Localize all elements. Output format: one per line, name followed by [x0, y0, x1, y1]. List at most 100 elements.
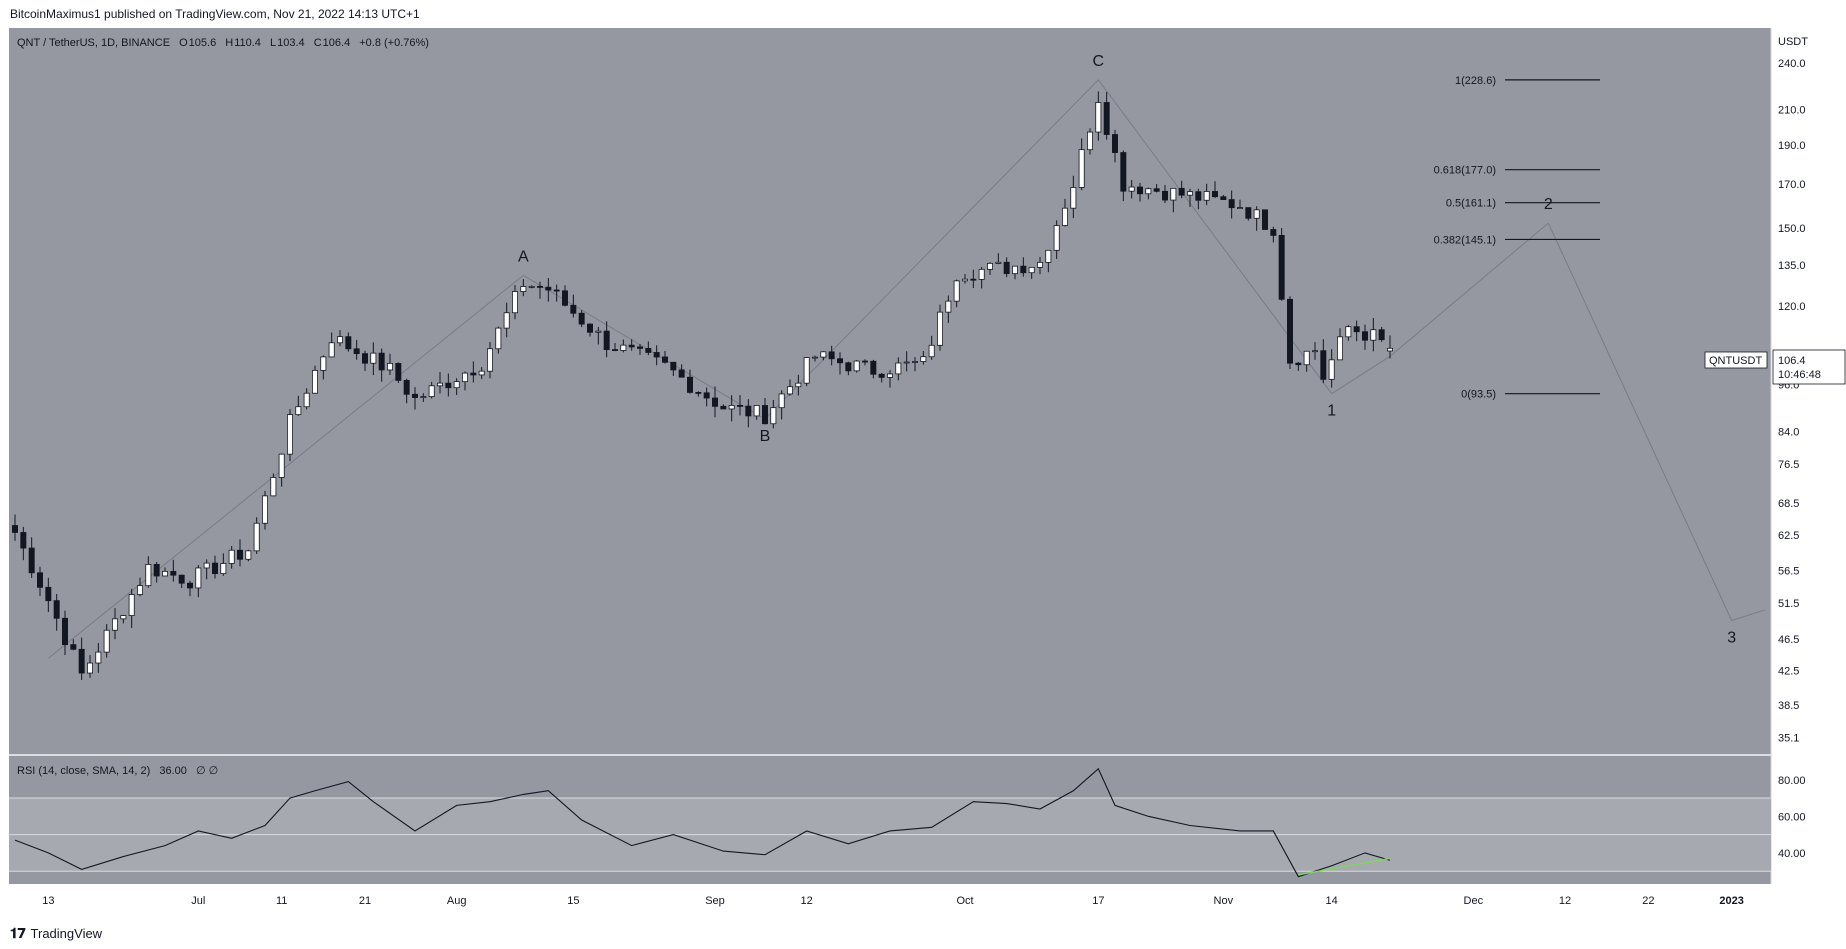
legend-high: 110.4 — [234, 37, 261, 49]
candle — [278, 453, 285, 487]
time-tick: Aug — [447, 895, 467, 907]
candle — [95, 643, 102, 673]
candle — [487, 341, 493, 379]
candle — [170, 559, 177, 582]
candle — [937, 304, 943, 351]
candle — [953, 279, 960, 308]
price-tick: 68.5 — [1778, 498, 1799, 510]
candle — [1345, 325, 1352, 341]
price-tick: 170.0 — [1778, 179, 1806, 191]
candle — [820, 351, 827, 361]
time-tick: 15 — [567, 895, 579, 907]
candle — [1145, 187, 1152, 200]
candle — [1112, 129, 1118, 163]
fib-label: 0(93.5) — [1461, 389, 1496, 401]
price-tick: 42.5 — [1778, 665, 1799, 677]
time-tick: Jul — [191, 895, 205, 907]
candle — [770, 400, 777, 429]
candle — [395, 362, 402, 383]
candle — [553, 284, 560, 302]
price-tick: 210.0 — [1778, 105, 1806, 117]
tradingview-logo[interactable]: 𝟏𝟳 TradingView — [10, 925, 102, 942]
candle — [1070, 175, 1077, 219]
candle — [862, 359, 868, 366]
main-pane[interactable] — [9, 28, 1771, 754]
candle — [1362, 324, 1368, 350]
time-tick: 11 — [276, 895, 287, 907]
time-tick: 13 — [42, 895, 54, 907]
candle — [962, 274, 968, 284]
candle — [412, 387, 418, 410]
candle — [187, 580, 193, 597]
candle — [137, 577, 143, 597]
candle — [837, 352, 843, 375]
rsi-series — [14, 767, 1391, 878]
price-tick: 62.5 — [1778, 530, 1799, 542]
candle — [595, 326, 602, 345]
candle — [320, 355, 327, 380]
candle — [1237, 199, 1243, 209]
candle — [262, 490, 268, 530]
candle — [978, 266, 985, 289]
candle — [470, 361, 477, 383]
time-tick: 14 — [1326, 895, 1338, 907]
candle — [12, 514, 18, 541]
candle — [787, 379, 793, 396]
candle — [1270, 226, 1277, 243]
price-tick: 190.0 — [1778, 140, 1806, 152]
candle — [678, 364, 685, 378]
rsi-ticks: 80.00 60.00 40.00 — [1778, 775, 1806, 860]
time-tick: Dec — [1464, 895, 1484, 907]
candle — [570, 294, 577, 318]
candle — [1212, 181, 1218, 198]
candle — [920, 351, 927, 365]
price-axis[interactable] — [1772, 28, 1846, 918]
candle — [462, 371, 468, 391]
candle — [1003, 257, 1010, 278]
candle — [945, 295, 952, 323]
candle — [428, 381, 435, 399]
candle — [53, 594, 60, 631]
candle — [178, 574, 185, 588]
price-tag-box — [1772, 349, 1846, 385]
symbol-tag: QNTUSDT — [1709, 355, 1762, 367]
fib-layer: 1(228.6) 0.618(177.0) 0.5(161.1) 0.382(145.… — [1434, 75, 1600, 401]
candle — [162, 567, 168, 577]
candle — [728, 395, 735, 422]
candle — [995, 253, 1002, 265]
candles-layer — [12, 91, 1393, 680]
rsi-tick: 60.00 — [1778, 811, 1806, 823]
wave-label-C: C — [1093, 53, 1105, 70]
price-tick: 35.1 — [1778, 733, 1799, 745]
candle — [20, 526, 27, 561]
candle — [612, 343, 618, 352]
time-axis[interactable] — [9, 884, 1771, 918]
price-tick: 46.5 — [1778, 634, 1799, 646]
candle — [312, 365, 318, 394]
candle — [545, 278, 552, 302]
candle — [845, 361, 852, 376]
footer: 𝟏𝟳 TradingView — [0, 918, 1846, 949]
candle — [1353, 320, 1360, 342]
chart-area[interactable]: 1(228.6) 0.618(177.0) 0.5(161.1) 0.382(145.… — [0, 28, 1846, 918]
candle — [1245, 207, 1252, 221]
candle — [287, 409, 293, 462]
candle — [103, 624, 110, 658]
price-tick: 38.5 — [1778, 700, 1799, 712]
candle — [712, 386, 718, 418]
candle — [203, 559, 210, 580]
candle — [562, 285, 568, 307]
candle — [337, 330, 343, 347]
price-ticks: 240.0210.0190.0170.0150.0135.0120.096.08… — [1778, 58, 1806, 745]
ohlc-legend: QNT / TetherUS, 1D, BINANCE O105.6 H110.… — [17, 37, 429, 49]
rsi-legend: RSI (14, close, SMA, 14, 2) 36.00 ∅ ∅ — [17, 765, 218, 777]
candle — [153, 561, 160, 583]
candle — [878, 373, 885, 383]
candle — [195, 565, 202, 598]
candle — [1253, 206, 1260, 231]
legend-l-label: L — [270, 37, 276, 49]
legend-open: 105.6 — [189, 37, 217, 49]
candle — [753, 405, 760, 420]
wave-labels-layer: A B C 1 2 3 — [518, 53, 1736, 647]
candle — [1078, 138, 1085, 191]
